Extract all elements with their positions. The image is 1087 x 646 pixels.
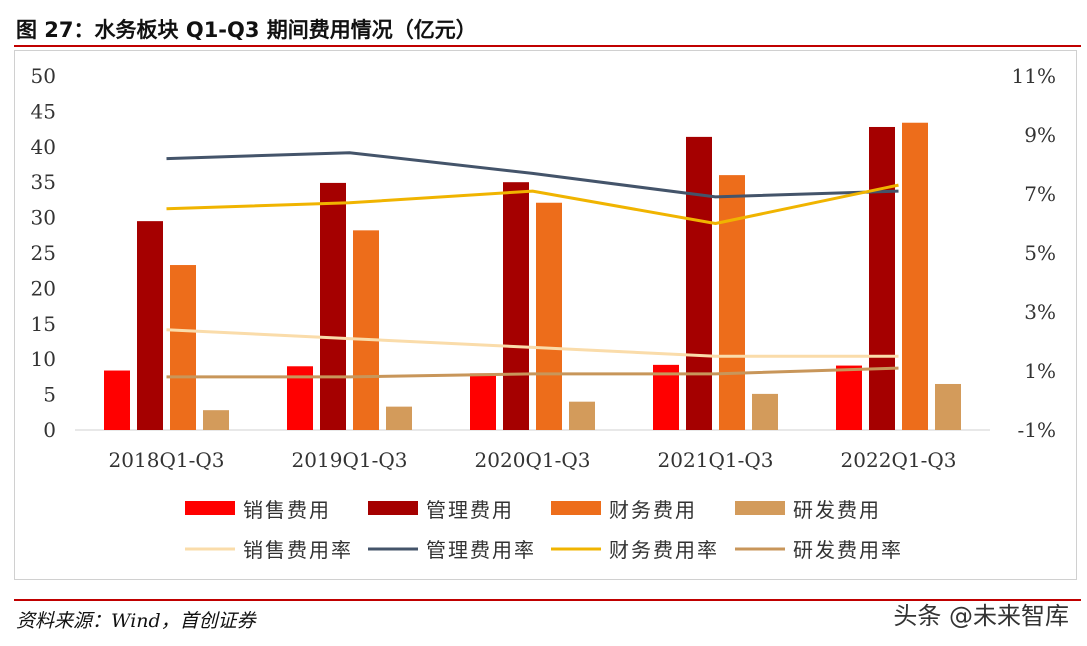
bar	[137, 221, 163, 430]
series-line	[166, 151, 899, 199]
legend-label: 财务费用	[609, 498, 697, 522]
legend-label: 管理费用	[426, 498, 514, 522]
legend-swatch	[735, 501, 785, 515]
bar	[203, 410, 229, 430]
bar	[320, 182, 346, 430]
x-tick-label: 2021Q1-Q3	[658, 448, 774, 472]
watermark: 头条 @未来智库	[893, 602, 1069, 630]
legend-swatch	[185, 501, 235, 515]
legend-label: 研发费用率	[793, 538, 903, 562]
y-tick-label: 15	[31, 312, 56, 336]
bar	[104, 370, 130, 430]
series-line	[166, 366, 899, 379]
bar	[569, 401, 595, 430]
y-tick-label: 20	[31, 276, 56, 300]
legend-swatch	[551, 501, 601, 515]
y2-tick-label: -1%	[1018, 418, 1057, 442]
y-axis-right: -1% 1% 3% 5% 7% 9% 11%	[1012, 64, 1056, 442]
y2-tick-label: 11%	[1012, 64, 1056, 88]
y-tick-label: 30	[31, 206, 56, 230]
title-divider	[14, 45, 1081, 47]
legend-label: 研发费用	[793, 498, 881, 522]
source-divider	[14, 599, 1081, 601]
bar-series	[104, 122, 961, 430]
series-line	[166, 328, 899, 358]
y-tick-label: 0	[43, 418, 56, 442]
y2-tick-label: 7%	[1024, 182, 1056, 206]
bar	[653, 364, 679, 430]
legend-label: 销售费用	[243, 498, 331, 522]
x-tick-label: 2018Q1-Q3	[109, 448, 225, 472]
y-tick-label: 25	[31, 241, 56, 265]
x-tick-label: 2022Q1-Q3	[841, 448, 957, 472]
x-tick-label: 2019Q1-Q3	[292, 448, 408, 472]
y-axis-left: 0 5 10 15 20 25 30 35 40 45 50	[31, 64, 56, 442]
y-tick-label: 40	[31, 135, 56, 159]
y-tick-label: 10	[31, 347, 56, 371]
series-line	[166, 183, 899, 225]
legend-swatch	[368, 501, 418, 515]
legend-label: 销售费用率	[243, 538, 353, 562]
legend-label: 财务费用率	[609, 538, 719, 562]
y2-tick-label: 3%	[1024, 300, 1056, 324]
expense-chart: 0 5 10 15 20 25 30 35 40 45 50 -1% 1% 3% 5% 7% 9% 11% 20…	[31, 64, 1056, 562]
bar	[470, 373, 496, 430]
chart-frame	[14, 50, 1077, 580]
y2-tick-label: 9%	[1024, 123, 1056, 147]
y-tick-label: 50	[31, 64, 56, 88]
bar	[353, 230, 379, 430]
y-tick-label: 45	[31, 99, 56, 123]
bar	[902, 122, 928, 430]
y-tick-label: 5	[43, 383, 56, 407]
x-axis: 2018Q1-Q3 2019Q1-Q3 2020Q1-Q3 2021Q1-Q3 2022…	[75, 429, 990, 472]
bar	[752, 393, 778, 430]
line-series	[166, 151, 899, 379]
x-tick-label: 2020Q1-Q3	[475, 448, 591, 472]
y-tick-label: 35	[31, 170, 56, 194]
legend-label: 管理费用率	[426, 538, 536, 562]
y2-tick-label: 1%	[1024, 359, 1056, 383]
bar	[935, 383, 961, 430]
bar	[536, 202, 562, 430]
bar	[686, 136, 712, 430]
figure-title: 图 27：水务板块 Q1-Q3 期间费用情况（亿元）	[16, 18, 477, 42]
source-note: 资料来源：Wind，首创证券	[16, 610, 256, 632]
bar	[836, 365, 862, 430]
bar	[503, 182, 529, 430]
bar	[869, 126, 895, 430]
bar	[170, 265, 196, 430]
bar	[386, 406, 412, 430]
y2-tick-label: 5%	[1024, 241, 1056, 265]
bar	[719, 175, 745, 430]
